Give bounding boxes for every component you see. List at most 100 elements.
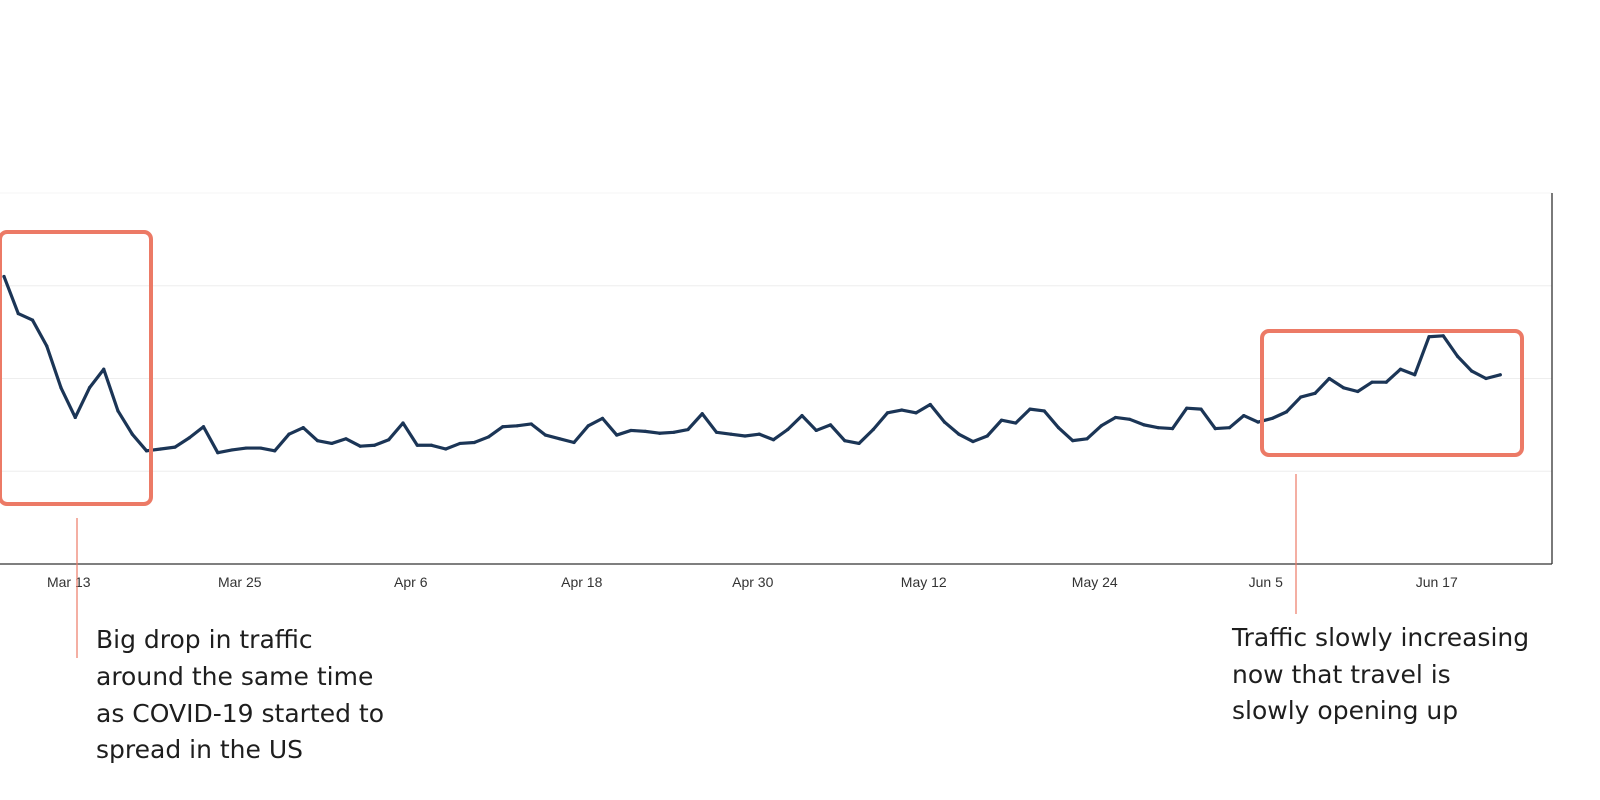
data-point — [216, 451, 220, 455]
data-point — [387, 438, 391, 442]
data-point — [16, 311, 20, 316]
data-point — [59, 386, 63, 390]
data-point — [729, 432, 733, 436]
x-axis-ticks: Mar 13 Mar 25 Apr 6 Apr 18 Apr 30 May 12 May 2… — [47, 574, 1458, 590]
data-point — [287, 432, 291, 436]
data-point — [657, 431, 662, 435]
data-point — [458, 441, 462, 446]
data-point — [1398, 367, 1403, 371]
annotation-right-line: slowly opening up — [1232, 696, 1458, 725]
data-point — [957, 432, 961, 436]
highlight-box-march-drop — [0, 230, 153, 506]
data-point — [1356, 389, 1360, 394]
data-point — [529, 422, 533, 426]
annotation-left-line: as COVID-19 started to — [96, 699, 384, 728]
data-point — [429, 443, 434, 447]
data-point — [472, 440, 476, 445]
series-line-traffic — [2, 274, 1502, 455]
data-point — [1484, 376, 1488, 381]
data-point — [1099, 424, 1103, 428]
data-point — [672, 430, 676, 434]
data-point — [871, 427, 875, 432]
data-point — [159, 447, 163, 451]
data-point — [444, 447, 448, 451]
data-point — [643, 429, 647, 433]
data-point — [615, 433, 619, 437]
data-point — [942, 420, 947, 424]
data-point — [1142, 423, 1146, 427]
data-point — [558, 437, 562, 441]
data-point — [30, 318, 35, 322]
x-tick-label: Apr 6 — [394, 574, 428, 590]
data-point — [330, 441, 334, 446]
data-point — [515, 424, 519, 428]
data-point — [1242, 414, 1246, 418]
data-point — [87, 386, 92, 390]
data-point — [1170, 426, 1175, 431]
data-point — [1227, 426, 1232, 430]
data-point — [543, 433, 548, 437]
x-tick-label: May 12 — [901, 574, 947, 590]
data-point — [1156, 426, 1160, 430]
data-point — [1441, 334, 1445, 338]
data-point — [629, 428, 633, 433]
data-point — [501, 425, 505, 429]
data-point — [885, 411, 890, 415]
data-point — [2, 274, 6, 279]
data-point — [1498, 373, 1502, 377]
data-point — [1270, 416, 1274, 420]
data-point — [173, 445, 177, 449]
data-point — [1256, 420, 1260, 424]
data-point — [1071, 439, 1075, 443]
chart-axes — [0, 193, 1553, 565]
data-point — [230, 448, 234, 452]
data-point — [1128, 417, 1132, 421]
data-point — [1213, 426, 1217, 431]
data-point — [273, 449, 277, 453]
data-point — [1299, 395, 1303, 399]
data-point — [315, 439, 320, 443]
x-tick-label: Jun 5 — [1249, 574, 1283, 590]
x-tick-label: Mar 25 — [218, 574, 262, 590]
data-point — [757, 432, 761, 436]
x-tick-label: May 24 — [1072, 574, 1118, 590]
data-point — [971, 439, 975, 444]
data-point — [1427, 335, 1431, 339]
data-point — [814, 428, 818, 433]
data-point — [1370, 380, 1374, 384]
series-points — [2, 274, 1502, 455]
data-point — [843, 439, 847, 443]
data-point — [1185, 406, 1189, 410]
highlight-box-june-increase — [1260, 329, 1524, 457]
data-point — [102, 367, 106, 371]
data-point — [900, 408, 904, 412]
annotation-right-line: Traffic slowly increasing — [1231, 623, 1529, 652]
data-point — [301, 426, 305, 430]
data-point — [928, 402, 932, 407]
data-point — [572, 440, 576, 445]
data-point — [486, 435, 491, 439]
data-point — [999, 418, 1004, 422]
data-point — [786, 427, 790, 432]
data-point — [1014, 421, 1018, 425]
x-tick-label: Mar 13 — [47, 574, 91, 590]
data-point — [700, 412, 704, 416]
x-tick-label: Apr 18 — [561, 574, 602, 590]
data-point — [1199, 407, 1203, 411]
data-point — [686, 427, 690, 432]
data-point — [771, 438, 776, 442]
data-point — [344, 437, 348, 441]
annotation-left: Big drop in traffic around the same time… — [96, 625, 392, 764]
data-point — [358, 444, 362, 448]
data-point — [857, 441, 861, 446]
data-point — [586, 424, 590, 428]
data-point — [244, 446, 248, 450]
data-point — [1028, 407, 1032, 411]
annotation-right-line: now that travel is — [1232, 660, 1451, 689]
x-tick-label: Jun 17 — [1416, 574, 1458, 590]
annotation-left-line: Big drop in traffic — [96, 625, 313, 654]
data-point — [258, 446, 263, 450]
annotation-right: Traffic slowly increasing now that trave… — [1231, 623, 1537, 725]
data-point — [1042, 409, 1046, 413]
data-point — [1455, 354, 1460, 358]
